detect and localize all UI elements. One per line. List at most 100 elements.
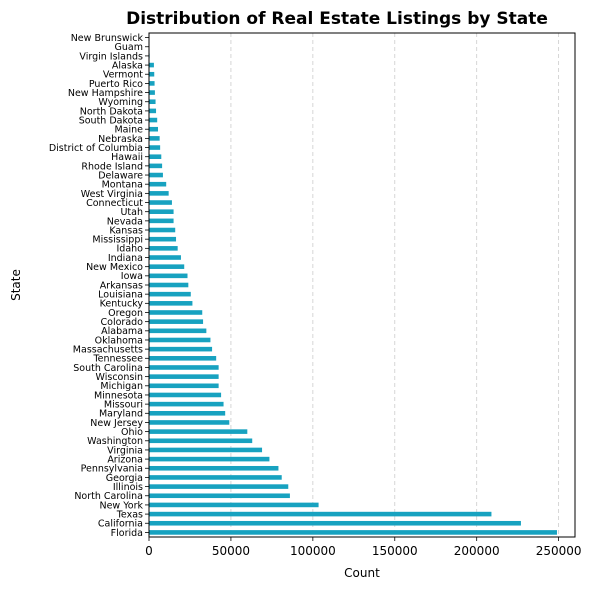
x-axis-title: Count [344,566,380,580]
y-tick-label: South Carolina [73,363,143,374]
bar [149,172,163,178]
y-tick-label: Wyoming [98,97,143,108]
y-tick-label: Texas [116,509,143,520]
bar [149,429,248,434]
bar [149,392,222,398]
bar [149,465,279,471]
bar [149,420,230,425]
bar [149,502,319,508]
y-tick-label: Oklahoma [95,335,143,346]
y-tick-label: Colorado [101,317,144,328]
y-tick-label: Louisiana [98,290,143,301]
bar [149,246,178,251]
bar [149,81,155,86]
y-tick-label: Nebraska [98,134,143,145]
bar [149,181,167,187]
y-tick-label: California [98,519,143,530]
y-tick-label: Utah [120,207,143,218]
y-tick-label: Washington [87,436,143,447]
y-tick-label: South Dakota [79,115,143,126]
bar [149,484,289,489]
y-tick-label: Vermont [103,70,143,81]
y-tick-label: District of Columbia [49,143,143,154]
y-tick-label: New York [99,500,143,511]
bar [149,255,181,260]
gridlines [230,33,560,537]
y-tick-label: Virgin Islands [79,51,143,62]
bar [149,99,156,105]
x-tick-label: 150000 [372,544,418,558]
bar [149,319,204,324]
bar [149,411,226,416]
bar [149,71,155,77]
y-tick-label: Idaho [117,244,144,255]
y-tick-label: Virginia [107,445,143,456]
y-tick-label: Guam [115,42,143,53]
x-tick-label: 100000 [290,544,336,558]
y-tick-label: North Carolina [74,491,143,502]
y-tick-label: North Dakota [80,106,143,117]
y-tick-label: Kentucky [100,299,144,310]
bar [149,154,162,159]
bars [149,35,557,535]
y-axis-title: State [9,269,23,301]
bar [149,108,157,114]
bar [149,218,174,224]
y-tick-label: New Jersey [90,418,143,429]
y-tick-label: New Brunswick [71,33,144,44]
y-tick-label: Florida [111,528,143,539]
bar [149,337,211,343]
y-tick-label: Georgia [106,473,143,484]
bar [149,365,219,370]
y-tick-label: Arkansas [100,280,143,291]
bar [149,447,263,453]
y-tick-label: Maryland [99,409,143,420]
y-tick-label: New Mexico [86,262,143,273]
y-tick-label: Maine [114,125,143,136]
y-tick-label: Oregon [108,308,143,319]
x-tick-label: 250000 [536,544,582,558]
y-tick-label: Connecticut [86,198,143,209]
bar [149,145,161,150]
y-tick-label: Alabama [101,326,143,337]
y-tick-label: Missouri [104,400,143,411]
y-tick-label: Rhode Island [81,161,143,172]
y-tick-label: Puerto Rico [89,79,143,90]
x-tick-label: 200000 [454,544,500,558]
y-tick-label: Mississippi [92,235,143,246]
y-tick-label: Iowa [121,271,143,282]
bar [149,328,207,334]
bar [149,438,253,444]
y-tick-label: West Virginia [81,189,143,200]
bar [149,136,160,141]
bar [149,520,521,526]
bar [149,511,492,517]
y-tick-label: Michigan [100,381,143,392]
y-tick-label: Ohio [121,427,143,438]
y-tick-label: Minnesota [94,390,143,401]
chart-title: Distribution of Real Estate Listings by … [126,9,548,29]
y-tick-label: Indiana [108,253,143,264]
bar [149,191,169,196]
y-tick-label: Pennsylvania [81,464,143,475]
y-tick-label: Illinois [113,482,143,493]
bar [149,227,176,233]
y-tick-label: Tennessee [92,354,143,365]
bar [149,475,282,480]
y-tick-label: Montana [102,180,143,191]
y-tick-label: Massachusetts [73,345,143,356]
x-tick-label: 0 [145,544,153,558]
y-tick-label: Wisconsin [96,372,143,383]
bar [149,383,219,389]
x-tick-label: 50000 [212,544,250,558]
bar [149,356,217,361]
bar [149,273,188,279]
y-tick-label: Arizona [107,455,143,466]
bar [149,301,193,306]
bar [149,346,213,352]
bar [149,90,155,95]
bar [149,456,270,462]
